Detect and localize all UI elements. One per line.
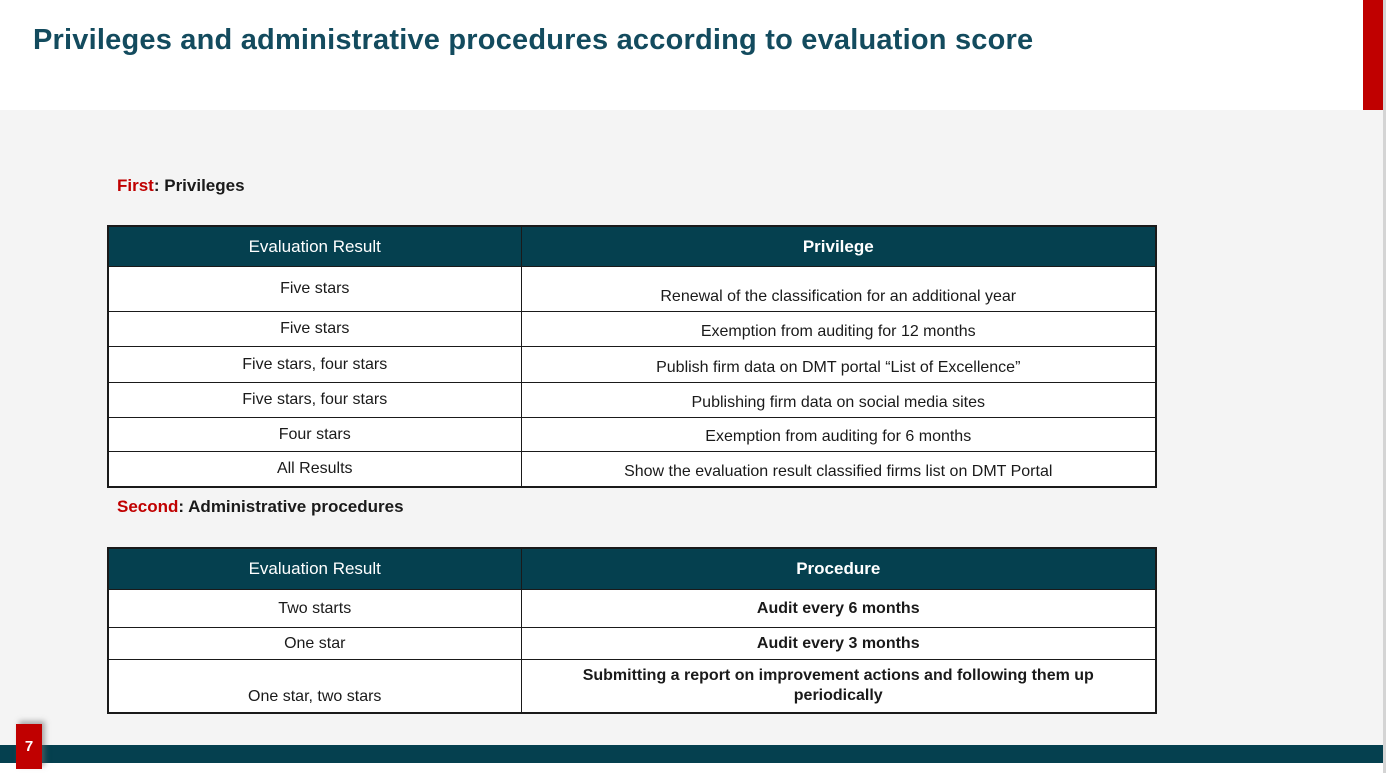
table-row: Two starts Audit every 6 months <box>107 589 1157 628</box>
privilege-cell: Exemption from auditing for 12 months <box>520 311 1157 347</box>
privilege-cell: Show the evaluation result classified fi… <box>520 451 1157 488</box>
procedure-cell: Submitting a report on improvement actio… <box>520 659 1157 714</box>
privilege-cell: Publish firm data on DMT portal “List of… <box>520 346 1157 383</box>
section-prefix: Second <box>117 497 179 516</box>
table-row: Five stars Exemption from auditing for 1… <box>107 311 1157 347</box>
header-procedure: Procedure <box>520 547 1157 590</box>
evaluation-result-cell: Five stars, four stars <box>107 382 522 418</box>
table-row: Five stars, four stars Publishing firm d… <box>107 382 1157 418</box>
slide-right-edge <box>1383 0 1386 773</box>
table-row: Five stars Renewal of the classification… <box>107 266 1157 312</box>
procedures-table: Evaluation Result Procedure Two starts A… <box>107 547 1157 714</box>
privilege-cell: Renewal of the classification for an add… <box>520 266 1157 312</box>
table-row: All Results Show the evaluation result c… <box>107 451 1157 488</box>
slide-title: Privileges and administrative procedures… <box>33 24 1034 56</box>
evaluation-result-cell: One star, two stars <box>107 659 522 714</box>
evaluation-result-cell: One star <box>107 627 522 660</box>
privilege-cell: Publishing firm data on social media sit… <box>520 382 1157 418</box>
procedure-cell: Audit every 6 months <box>520 589 1157 628</box>
evaluation-result-cell: All Results <box>107 451 522 488</box>
section-rest: : Administrative procedures <box>178 497 404 516</box>
privileges-table: Evaluation Result Privilege Five stars R… <box>107 225 1157 488</box>
evaluation-result-cell: Two starts <box>107 589 522 628</box>
footer-bar <box>0 745 1383 763</box>
header-evaluation-result: Evaluation Result <box>107 547 522 590</box>
evaluation-result-cell: Five stars, four stars <box>107 346 522 383</box>
procedure-cell: Audit every 3 months <box>520 627 1157 660</box>
section-label-privileges: First: Privileges <box>117 176 245 196</box>
section-label-procedures: Second: Administrative procedures <box>117 497 404 517</box>
evaluation-result-cell: Five stars <box>107 311 522 347</box>
procedure-text: Submitting a report on improvement actio… <box>582 666 1094 704</box>
evaluation-result-cell: Four stars <box>107 417 522 452</box>
table-row: Four stars Exemption from auditing for 6… <box>107 417 1157 452</box>
evaluation-result-cell: Five stars <box>107 266 522 312</box>
page-number: 7 <box>24 738 34 755</box>
table-row: One star, two stars Submitting a report … <box>107 659 1157 714</box>
table-row: One star Audit every 3 months <box>107 627 1157 660</box>
table-header-row: Evaluation Result Privilege <box>107 225 1157 267</box>
header-evaluation-result: Evaluation Result <box>107 225 522 267</box>
page-number-badge: 7 <box>16 724 42 769</box>
red-accent-bar <box>1363 0 1383 110</box>
table-row: Five stars, four stars Publish firm data… <box>107 346 1157 383</box>
table-header-row: Evaluation Result Procedure <box>107 547 1157 590</box>
section-prefix: First <box>117 176 154 195</box>
privilege-cell: Exemption from auditing for 6 months <box>520 417 1157 452</box>
header-privilege: Privilege <box>520 225 1157 267</box>
section-rest: : Privileges <box>153 176 245 195</box>
